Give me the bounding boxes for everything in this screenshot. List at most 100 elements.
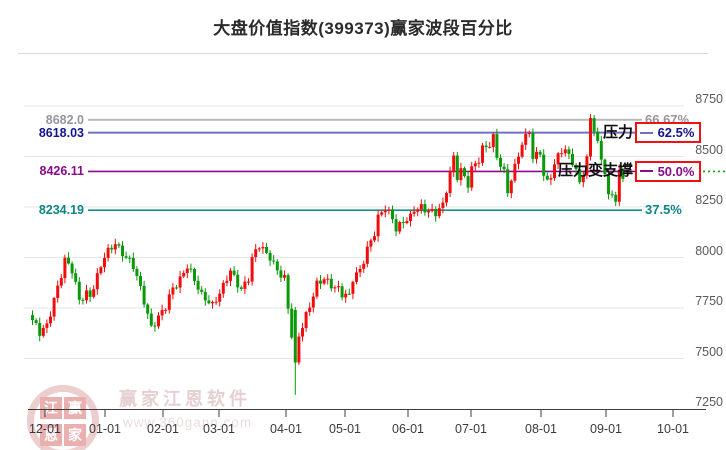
candle-body-up <box>427 211 430 213</box>
candle-body-up <box>509 180 513 194</box>
candle-body-up <box>157 315 160 327</box>
candle-body-down <box>574 165 578 170</box>
watermark-logo-char: 恩 <box>40 423 62 446</box>
candle-body-up <box>211 302 214 304</box>
candle-body-up <box>549 178 553 180</box>
candle-body-up <box>416 209 420 212</box>
candle-body-down <box>67 257 70 264</box>
candle-body-up <box>373 236 376 241</box>
candle-body-down <box>340 286 344 298</box>
candle-body-up <box>45 323 49 328</box>
candle-body-up <box>106 247 110 258</box>
candle-body-down <box>545 175 549 180</box>
candle-body-down <box>538 151 542 155</box>
candle-body-down <box>265 247 268 253</box>
candle-body-up <box>387 209 391 211</box>
candle-body-down <box>621 169 625 179</box>
candle-body-down <box>189 268 193 270</box>
candle-body-down <box>290 308 294 338</box>
candle-body-up <box>254 249 258 258</box>
candle-body-down <box>610 194 614 196</box>
candle-body-down <box>279 270 283 278</box>
candle-body-up <box>560 153 564 155</box>
candle-body-up <box>337 286 340 288</box>
candle-body-up <box>261 247 265 249</box>
candle-body-down <box>423 204 427 213</box>
candle-body-down <box>142 285 146 305</box>
candle-body-down <box>596 131 600 142</box>
candle-body-up <box>257 248 261 250</box>
candle-body-up <box>520 144 524 157</box>
candle-body-up <box>182 273 186 277</box>
candle-body-up <box>171 287 175 295</box>
candle-body-down <box>329 278 333 289</box>
candle-body-down <box>70 263 74 274</box>
candle-body-down <box>434 209 438 217</box>
candle-body-up <box>358 268 362 273</box>
candle-body-down <box>175 287 178 289</box>
candle-body-up <box>95 273 99 290</box>
candle-body-up <box>247 281 250 283</box>
candle-body-up <box>365 246 369 264</box>
chart-title: 大盘价值指数(399373)赢家波段百分比 <box>213 19 513 38</box>
candle-body-down <box>146 304 150 314</box>
candle-body-up <box>315 280 319 297</box>
candle-body-up <box>103 257 106 268</box>
watermark-logo-char: 家 <box>64 423 86 446</box>
candle-body-up <box>326 278 330 280</box>
candle-body-up <box>585 156 589 176</box>
candle-body-up <box>452 155 456 173</box>
candle-body-up <box>556 153 560 165</box>
candle-body-up <box>160 309 164 316</box>
candle-body-up <box>99 267 103 274</box>
candle-body-down <box>193 269 196 281</box>
candle-body-up <box>553 164 556 179</box>
candle-body-up <box>470 166 474 188</box>
candle-body-up <box>430 209 434 212</box>
candle-body-up <box>243 281 247 289</box>
candle-body-up <box>250 257 254 282</box>
candle-body-up <box>362 263 366 269</box>
candle-body-up <box>581 175 585 183</box>
watermark-logo-char: 赢 <box>64 396 86 419</box>
candle-body-up <box>113 244 117 250</box>
candle-body-down <box>34 320 38 323</box>
candle-body-up <box>563 149 567 154</box>
candle-body-up <box>63 257 67 279</box>
candle-body-up <box>185 268 189 274</box>
candle-body-up <box>49 316 52 324</box>
candle-body-up <box>412 211 416 214</box>
candle-body-up <box>311 296 315 308</box>
candle-body-up <box>473 163 477 167</box>
candle-body-up <box>164 309 168 311</box>
candle-body-down <box>394 219 398 232</box>
candle-body-down <box>153 325 157 327</box>
candle-body-down <box>149 313 153 326</box>
candle-body-down <box>607 174 610 195</box>
candle-body-up <box>524 133 528 145</box>
candle-body-down <box>275 261 279 271</box>
candle-body-up <box>445 193 448 203</box>
candle-body-up <box>419 204 423 210</box>
candle-body-up <box>56 285 60 299</box>
candle-body-down <box>203 291 207 301</box>
candle-body-down <box>110 247 114 250</box>
candle-body-down <box>463 168 466 177</box>
candle-body-up <box>409 213 412 222</box>
candle-body-up <box>308 307 312 313</box>
candle-body-up <box>221 282 225 294</box>
candle-body-down <box>578 169 582 183</box>
candle-body-up <box>517 156 520 164</box>
candle-body-up <box>355 272 358 282</box>
candle-body-up <box>527 132 531 134</box>
candle-body-down <box>196 280 200 290</box>
candle-body-up <box>333 287 337 289</box>
candle-body-down <box>272 260 276 262</box>
candle-body-down <box>599 141 603 160</box>
candle-body-up <box>52 298 56 317</box>
candle-body-up <box>535 151 538 159</box>
candle-body-down <box>542 154 546 176</box>
candle-body-up <box>441 202 445 209</box>
